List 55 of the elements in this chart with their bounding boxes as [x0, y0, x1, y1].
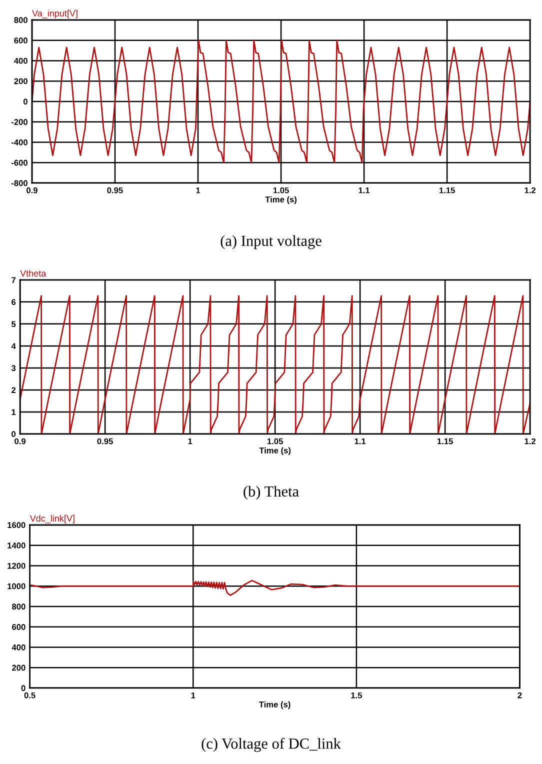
x-tick-label: 1.5	[351, 692, 362, 698]
x-tick-label: 1.15	[437, 438, 453, 444]
x-axis-title: Time (s)	[265, 196, 297, 204]
y-tick-label: 400	[14, 58, 28, 64]
x-tick-label: 2	[518, 692, 522, 698]
text: Vtheta	[20, 270, 46, 277]
x-tick-label: 0.95	[97, 438, 113, 444]
x-axis-title: Time (s)	[258, 701, 290, 710]
y-tick-label: 800	[14, 17, 28, 24]
y-tick-label: 5	[12, 321, 16, 328]
y-tick-label: 200	[14, 78, 28, 84]
y-tick-label: 0	[21, 685, 26, 692]
y-tick-label: 400	[12, 644, 26, 650]
x-tick-label: 1	[196, 187, 200, 194]
text: Va_input[V]	[32, 10, 78, 18]
line-series	[32, 40, 530, 164]
x-tick-label: 1.05	[267, 438, 283, 444]
x-axis-title: Time (s)	[259, 447, 291, 456]
y-tick-label: 600	[14, 38, 28, 44]
y-tick-label: 1000	[8, 583, 26, 590]
x-tick-label: 1.15	[439, 187, 455, 194]
y-tick-label: 0	[24, 98, 28, 105]
x-tick-label: 1	[191, 692, 196, 698]
y-tick-label: 6	[12, 299, 16, 306]
text: Vdc_link[V]	[30, 514, 74, 524]
text: (a) Input voltage	[220, 235, 322, 250]
x-tick-label: 1	[188, 438, 192, 444]
x-tick-label: 1.1	[354, 438, 366, 444]
x-tick-label: 0.95	[107, 187, 123, 194]
x-tick-label: 0.9	[26, 187, 38, 194]
x-tick-label: 1.05	[273, 187, 289, 194]
x-tick-label: 1.1	[358, 187, 370, 194]
x-tick-label: 1.2	[524, 187, 536, 194]
y-tick-label: 0	[12, 431, 16, 438]
y-tick-label: -600	[11, 160, 28, 166]
y-tick-label: 800	[12, 604, 26, 610]
y-tick-label: -800	[11, 180, 28, 186]
y-tick-label: -400	[11, 139, 28, 146]
y-tick-label: 1	[12, 409, 16, 415]
y-tick-label: 4	[11, 343, 16, 349]
y-tick-label: 1400	[8, 542, 26, 548]
y-tick-label: 3	[11, 365, 16, 372]
x-tick-label: 0.9	[14, 438, 26, 444]
y-tick-label: -200	[11, 119, 28, 125]
y-tick-label: 7	[12, 277, 16, 283]
x-tick-label: 1.2	[524, 438, 536, 444]
y-tick-label: 200	[12, 664, 26, 671]
x-tick-label: 0.5	[24, 692, 36, 698]
text: (b) Theta	[244, 486, 299, 500]
y-tick-label: 1200	[8, 562, 26, 569]
y-tick-label: 1600	[8, 522, 26, 528]
y-tick-label: 2	[12, 387, 16, 393]
y-tick-label: 600	[12, 624, 26, 630]
text: (c) Voltage of DC_link	[202, 738, 341, 752]
line-series	[30, 580, 520, 596]
